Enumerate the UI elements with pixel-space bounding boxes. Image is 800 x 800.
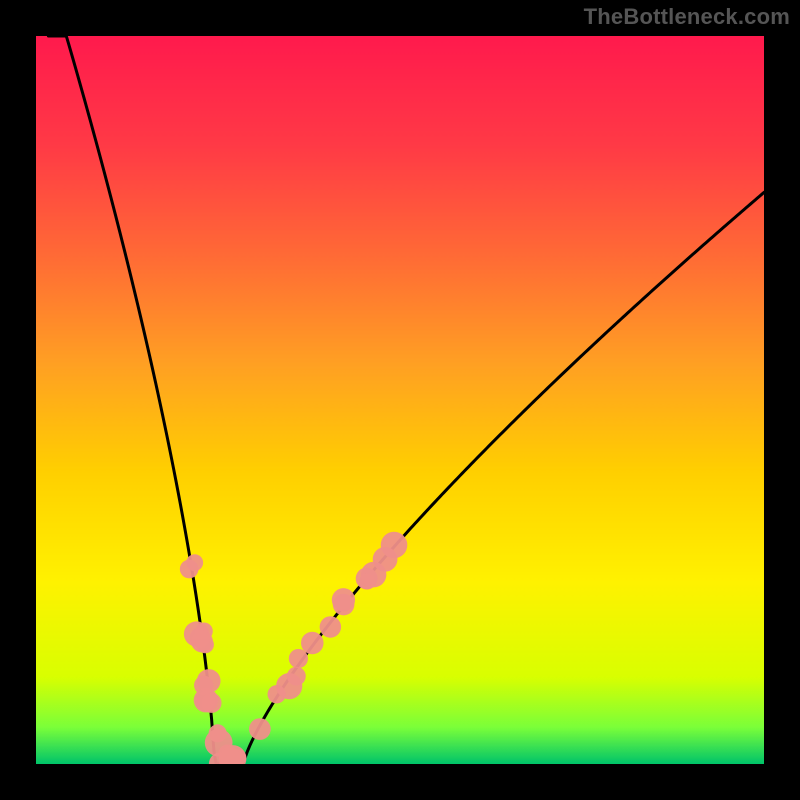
data-marker xyxy=(197,636,214,653)
data-marker xyxy=(194,676,213,695)
chart-root: { "watermark": { "text": "TheBottleneck.… xyxy=(0,0,800,800)
data-marker xyxy=(289,649,308,668)
data-marker xyxy=(186,554,203,571)
data-marker xyxy=(332,588,355,611)
data-marker xyxy=(359,573,375,589)
data-marker xyxy=(268,685,286,703)
curve-line xyxy=(48,36,764,764)
bottleneck-curve-chart xyxy=(36,36,764,764)
data-marker xyxy=(249,718,271,740)
marker-cluster xyxy=(180,532,407,764)
data-marker xyxy=(301,632,324,655)
data-marker xyxy=(320,616,342,638)
watermark-text: TheBottleneck.com xyxy=(584,4,790,30)
data-marker xyxy=(381,532,408,559)
